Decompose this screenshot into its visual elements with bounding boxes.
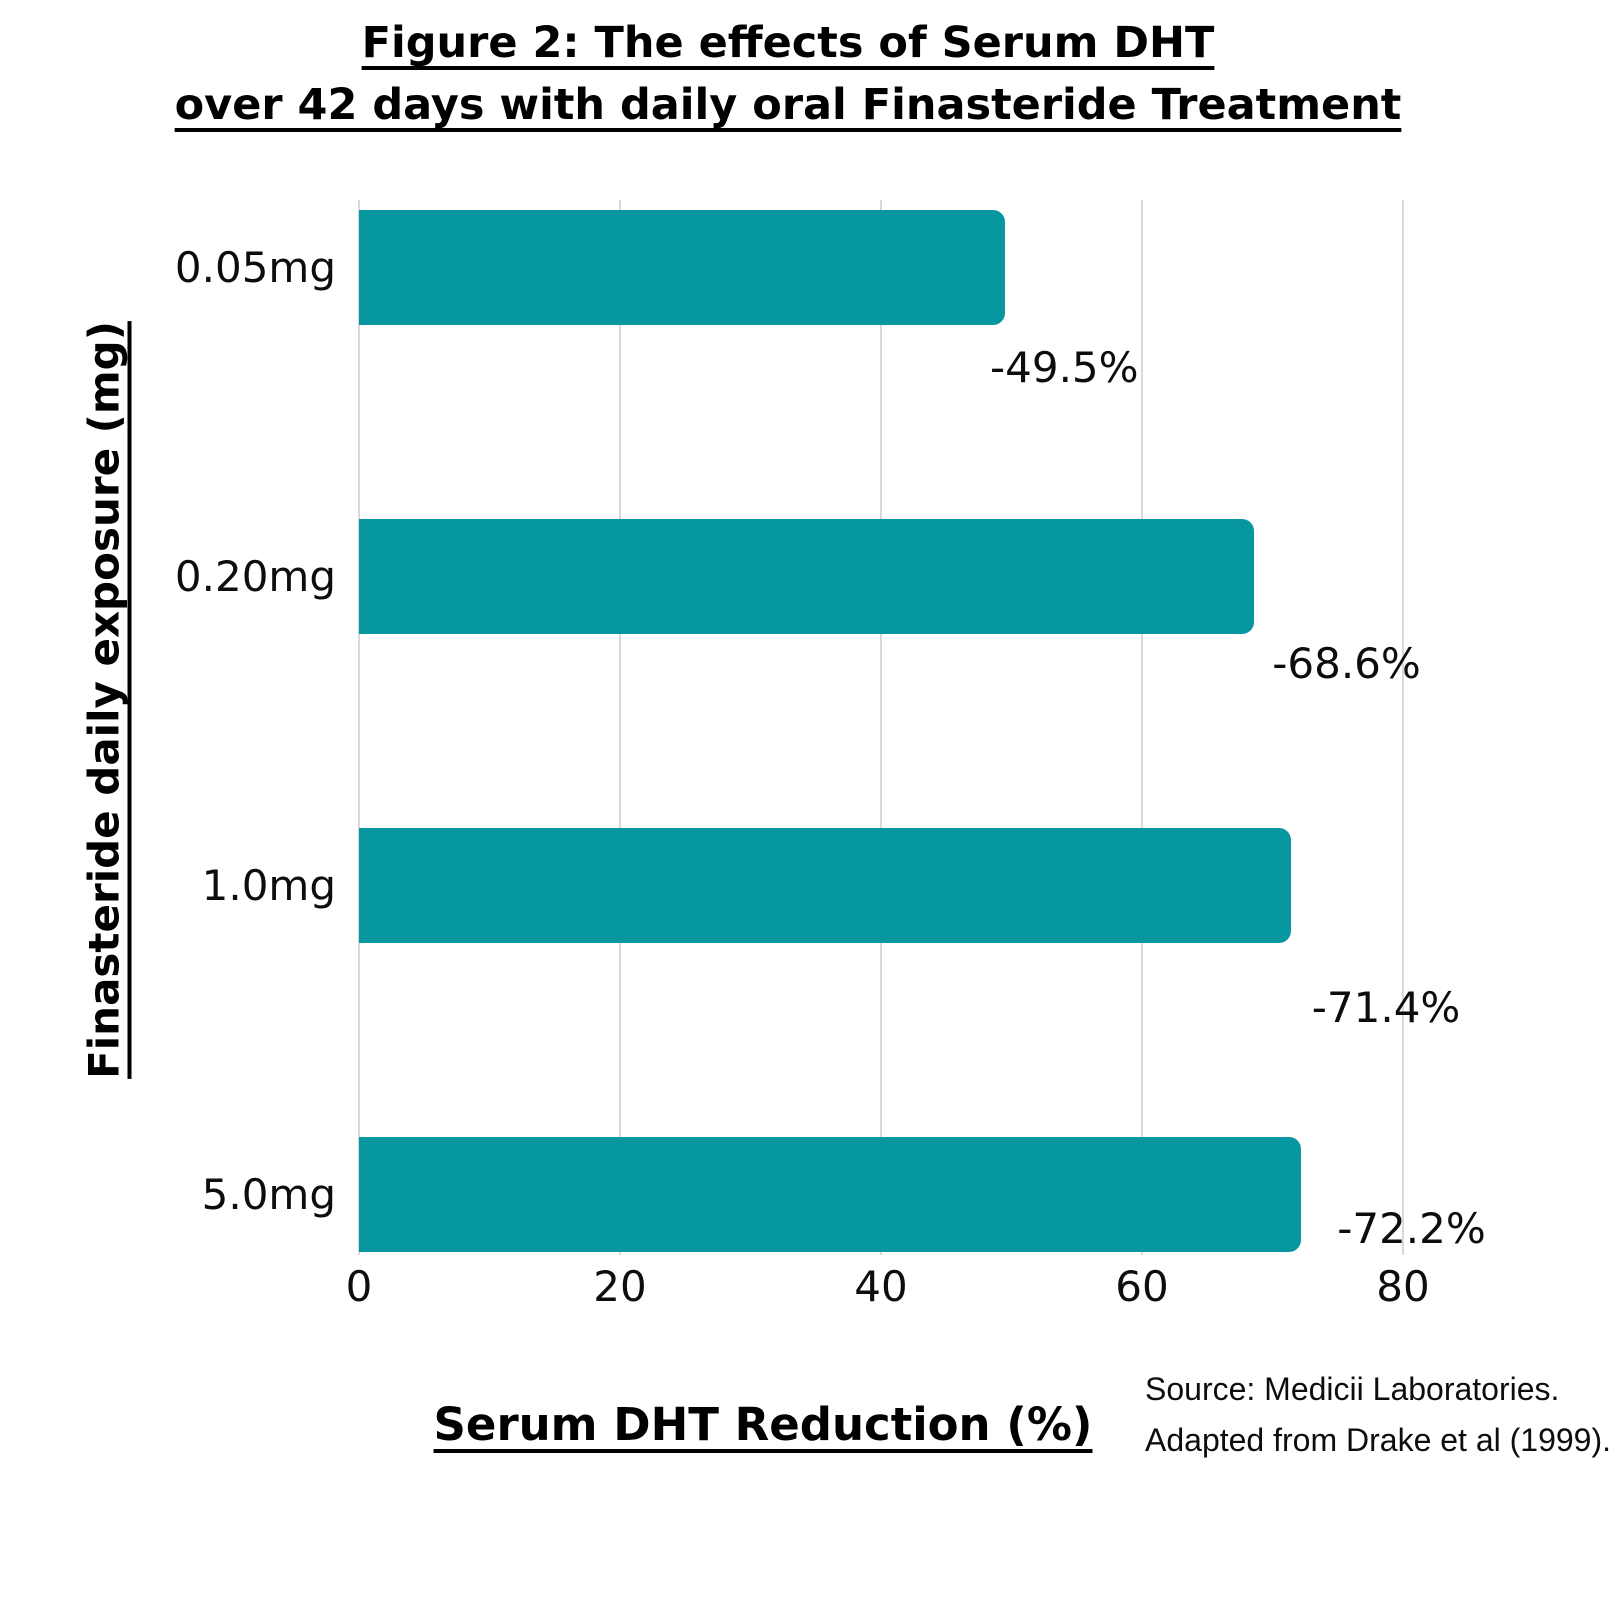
plot-area xyxy=(358,200,1404,1255)
bar-value-label-0.20mg: -68.6% xyxy=(1272,639,1421,688)
y-axis-label: Finasteride daily exposure (mg) xyxy=(79,321,129,1079)
x-tick-label-80: 80 xyxy=(1376,1262,1430,1311)
category-label-1.0mg: 1.0mg xyxy=(201,861,336,910)
category-label-5.0mg: 5.0mg xyxy=(201,1170,336,1219)
bar-value-label-1.0mg: -71.4% xyxy=(1311,983,1461,1032)
gridline-x-0 xyxy=(358,200,360,1255)
source-line2: Adapted from Drake et al (1999). xyxy=(1145,1422,1612,1458)
figure-title: Figure 2: The effects of Serum DHT over … xyxy=(0,12,1576,136)
figure-title-line2: over 42 days with daily oral Finasteride… xyxy=(174,80,1402,130)
bar-0.05mg xyxy=(359,210,1005,325)
bar-5.0mg xyxy=(359,1137,1302,1252)
x-tick-label-20: 20 xyxy=(593,1262,647,1311)
gridline-x-40 xyxy=(880,200,882,1255)
gridline-x-20 xyxy=(619,200,621,1255)
category-label-0.20mg: 0.20mg xyxy=(174,552,336,601)
gridline-x-80 xyxy=(1402,200,1404,1255)
category-label-0.05mg: 0.05mg xyxy=(174,243,336,292)
figure-title-line1: Figure 2: The effects of Serum DHT xyxy=(361,18,1215,68)
bar-value-label-5.0mg: -72.2% xyxy=(1337,1204,1486,1253)
source-line1: Source: Medicii Laboratories. xyxy=(1145,1371,1560,1407)
bar-value-label-0.05mg: -49.5% xyxy=(989,343,1139,392)
source-note: Source: Medicii Laboratories. Adapted fr… xyxy=(1145,1364,1611,1466)
x-tick-label-40: 40 xyxy=(854,1262,908,1311)
x-tick-label-0: 0 xyxy=(345,1262,373,1311)
x-tick-label-60: 60 xyxy=(1115,1262,1169,1311)
gridline-x-60 xyxy=(1141,200,1143,1255)
bar-1.0mg xyxy=(359,828,1291,943)
x-axis-label: Serum DHT Reduction (%) xyxy=(433,1398,1093,1451)
bar-0.20mg xyxy=(359,519,1255,634)
